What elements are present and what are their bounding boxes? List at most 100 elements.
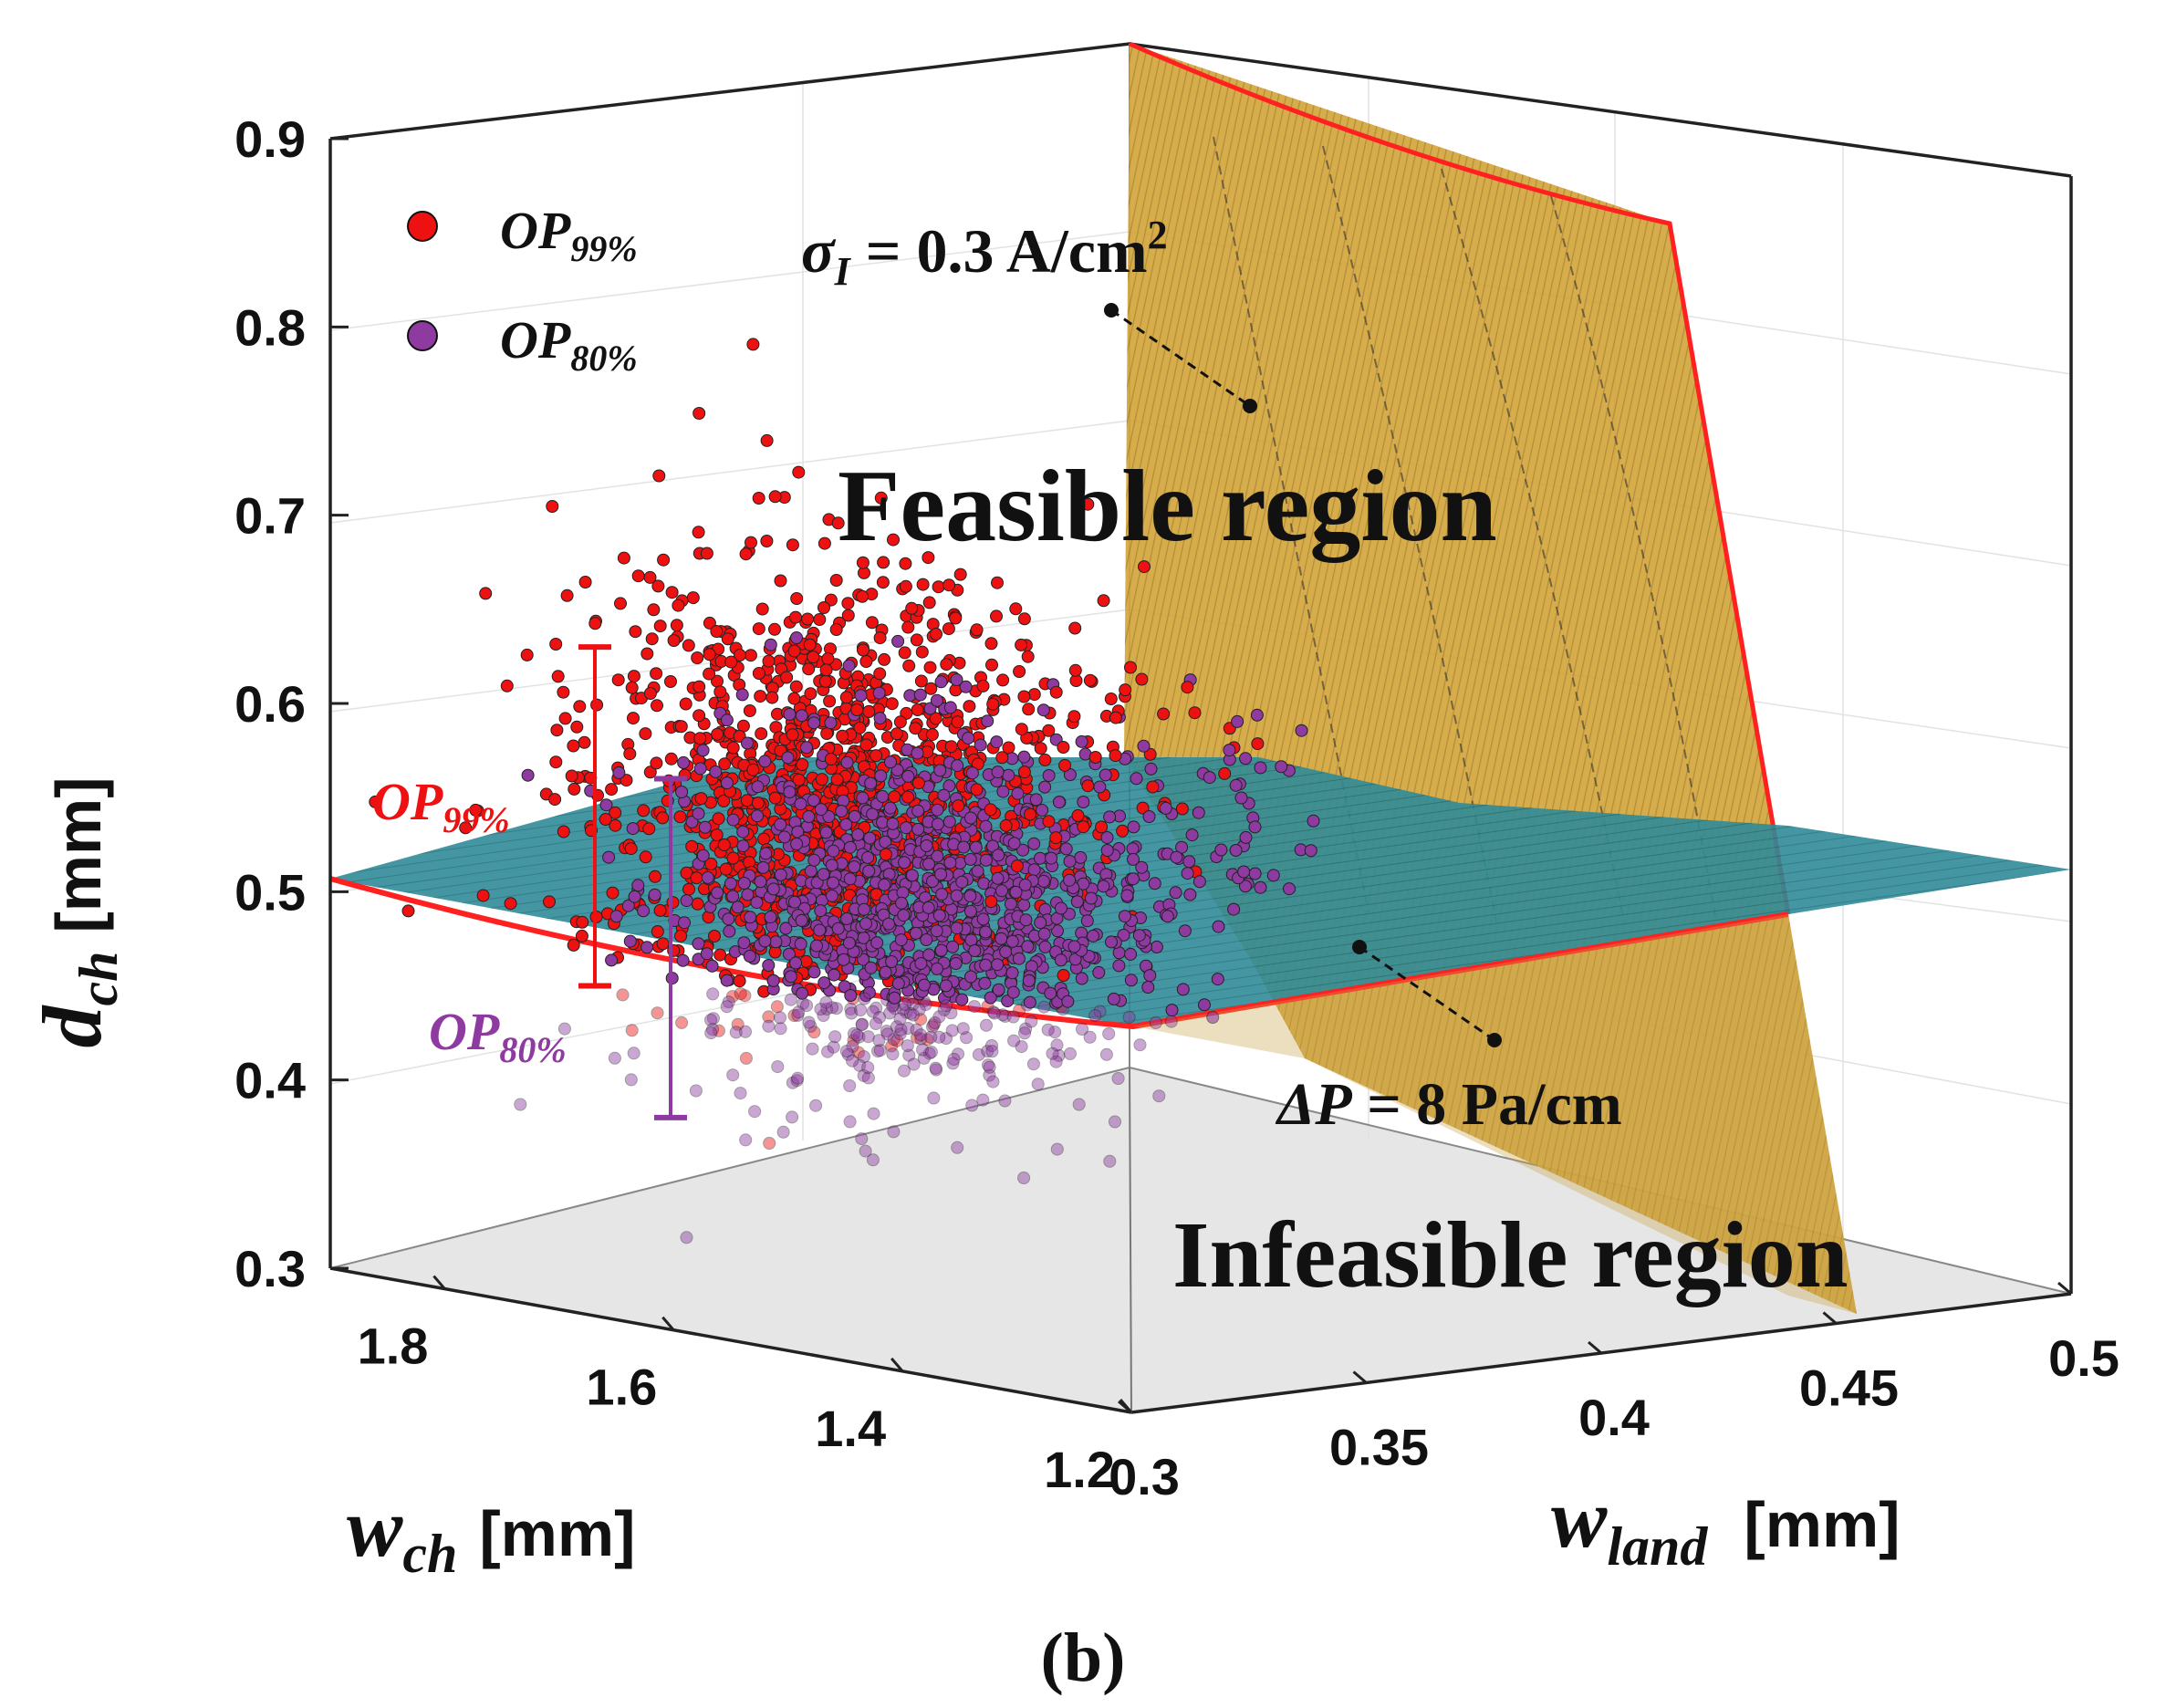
- op99-point: [703, 648, 716, 661]
- sigma-leader-line: [1110, 308, 1251, 408]
- op99-point: [1042, 724, 1056, 737]
- op80-point: [946, 1057, 960, 1070]
- sigma-leader-dot-end: [1243, 399, 1257, 413]
- op80-point: [1017, 1172, 1031, 1184]
- op99-point: [752, 622, 765, 636]
- op80-point: [839, 1045, 853, 1058]
- op80-point: [754, 875, 767, 889]
- op99-point: [986, 697, 1000, 711]
- op80-point: [884, 755, 897, 769]
- range-label-op80: OP80%: [429, 1002, 567, 1070]
- op99-point: [624, 842, 638, 856]
- op80-point: [904, 1006, 917, 1020]
- op99-point: [1013, 1004, 1026, 1017]
- op80-point: [1122, 1010, 1136, 1024]
- op80-point: [700, 947, 713, 961]
- op80-point: [804, 864, 817, 878]
- op80-point: [855, 1017, 869, 1031]
- op80-point: [874, 769, 888, 783]
- op80-point: [762, 959, 776, 972]
- op80-point: [861, 850, 875, 864]
- op80-point: [861, 1071, 875, 1085]
- op99-point: [685, 839, 699, 853]
- op80-point: [698, 820, 712, 834]
- op99-point: [691, 651, 704, 664]
- panel-label: (b): [1041, 1619, 1126, 1696]
- op80-point: [945, 1024, 959, 1037]
- op99-point: [682, 882, 695, 896]
- op99-point: [940, 658, 953, 672]
- op99-point: [643, 687, 657, 700]
- op99-point: [710, 625, 724, 638]
- op80-point: [774, 1011, 786, 1025]
- op99-point: [899, 579, 912, 593]
- op80-point: [794, 797, 807, 811]
- op99-point: [870, 749, 883, 763]
- op99-point: [651, 925, 664, 938]
- sigma-annotation: σI = 0.3 A/cm2: [801, 213, 1257, 413]
- op99-point: [885, 1039, 899, 1053]
- op80-point: [905, 869, 919, 882]
- op80-point: [774, 1022, 787, 1036]
- op80-point: [1100, 831, 1114, 844]
- op80-point: [1093, 1005, 1107, 1018]
- z-axis-label: dch[mm]: [26, 776, 129, 1047]
- op80-point: [952, 1047, 964, 1061]
- op80-point: [1135, 860, 1149, 874]
- op99-point: [1143, 747, 1157, 761]
- op80-point: [1027, 837, 1041, 850]
- op99-point: [916, 578, 930, 591]
- op99-point: [1095, 820, 1109, 834]
- op99-point: [850, 703, 864, 716]
- op99-point: [712, 1024, 725, 1037]
- op80-point: [873, 712, 887, 725]
- op80-point: [814, 1003, 828, 1015]
- op99-point: [611, 673, 625, 687]
- op80-point: [926, 875, 939, 888]
- op99-point: [625, 681, 639, 694]
- op80-point: [817, 868, 830, 881]
- op80-point: [1275, 760, 1288, 774]
- op80-point: [751, 780, 765, 794]
- op80-point: [911, 804, 925, 818]
- op80-point: [918, 978, 931, 992]
- op80-point: [744, 911, 757, 924]
- op80-point: [822, 810, 836, 823]
- op80-point: [829, 1002, 843, 1015]
- op80-point: [729, 1026, 743, 1039]
- x-tick-label: 1.4: [815, 1400, 886, 1457]
- op80-point: [1097, 880, 1110, 893]
- op80-point: [864, 961, 878, 974]
- op99-point: [1067, 710, 1081, 724]
- op99-point: [1013, 665, 1026, 678]
- op80-point: [848, 809, 861, 823]
- op80-point: [1093, 780, 1107, 794]
- op80-point: [857, 1050, 870, 1064]
- op80-point: [758, 934, 772, 948]
- op99-point: [575, 929, 588, 943]
- op99-point: [1109, 749, 1122, 763]
- op80-point: [1009, 885, 1023, 899]
- op80-point: [783, 707, 797, 721]
- op80-point: [1068, 953, 1082, 966]
- op99-point: [640, 647, 654, 661]
- op99-point: [520, 648, 534, 661]
- op80-point: [867, 1107, 880, 1120]
- op99-point: [1021, 650, 1035, 663]
- op99-point: [570, 720, 584, 734]
- op80-point: [817, 976, 831, 990]
- op80-point: [1130, 772, 1143, 786]
- op99-point: [755, 602, 769, 616]
- op99-point: [755, 727, 768, 741]
- op80-point: [723, 924, 736, 938]
- op99-point: [588, 617, 602, 630]
- op99-point: [985, 658, 998, 672]
- op80-point: [813, 923, 827, 937]
- op80-point: [1005, 966, 1019, 980]
- op80-point: [828, 968, 841, 982]
- op99-point: [911, 776, 925, 790]
- op80-point: [786, 1076, 799, 1089]
- op80-point: [843, 1079, 857, 1092]
- op99-point: [649, 870, 661, 883]
- op80-point: [1006, 985, 1020, 999]
